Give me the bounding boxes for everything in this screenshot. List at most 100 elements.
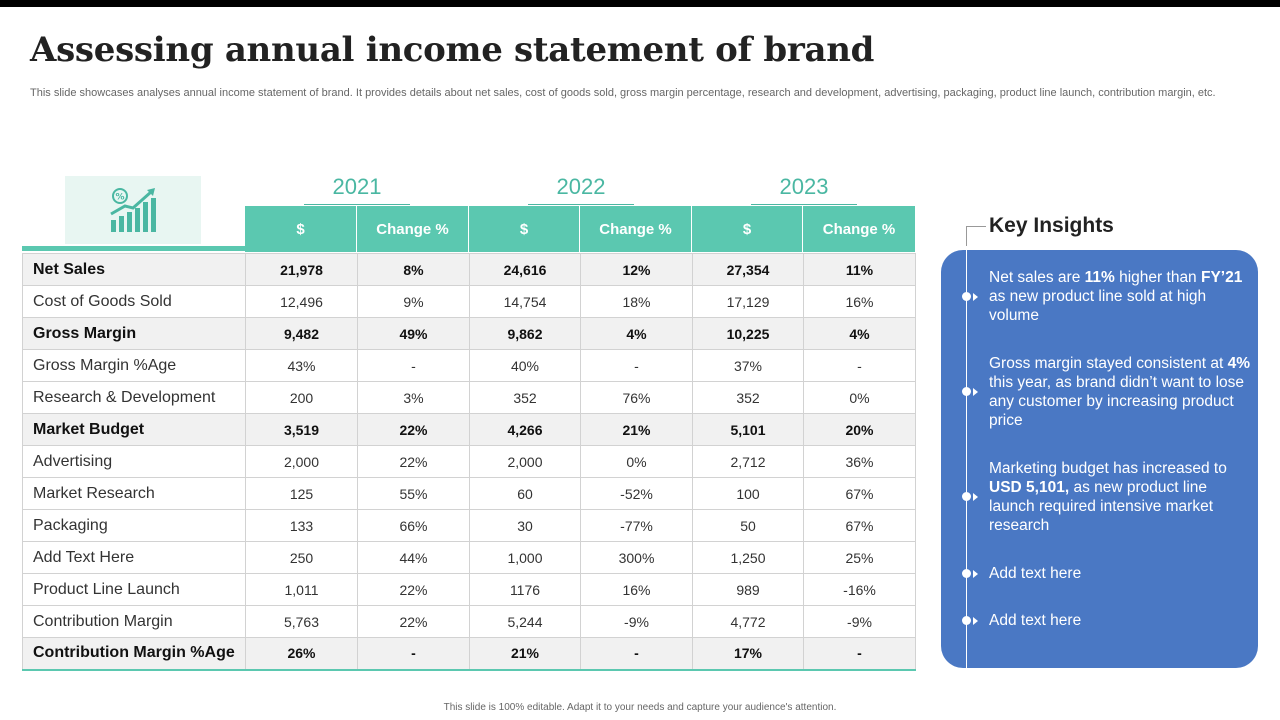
table-label-accent xyxy=(22,246,245,251)
table-cell: 1,011 xyxy=(245,573,358,606)
col-header-dollar-2021: $ xyxy=(245,206,357,252)
table-cell: 9,482 xyxy=(245,317,358,350)
key-insight-item: Net sales are 11% higher than FY’21 as n… xyxy=(989,268,1251,325)
insight-text: Add text here xyxy=(989,612,1082,629)
table-cell: 22% xyxy=(357,605,470,638)
table-cell: 76% xyxy=(580,381,693,414)
row-label: Net Sales xyxy=(22,253,246,286)
table-cell: 4,772 xyxy=(692,605,804,638)
table-row: Market Budget 3,519 22% 4,266 21% 5,101 20% xyxy=(22,413,916,446)
table-row: Advertising 2,000 22% 2,000 0% 2,712 36% xyxy=(22,445,916,478)
insight-text: as new product line launch required inte… xyxy=(989,479,1214,534)
table-cell: 5,244 xyxy=(469,605,581,638)
page-subtitle: This slide showcases analyses annual inc… xyxy=(30,87,1216,99)
table-cell: 4% xyxy=(803,317,916,350)
insight-text: this year, as brand didn’t want to lose … xyxy=(989,374,1245,429)
timeline-dot-icon xyxy=(962,292,971,301)
footer-note: This slide is 100% editable. Adapt it to… xyxy=(443,702,837,713)
insight-highlight: FY’21 xyxy=(1201,269,1243,286)
table-cell: 10,225 xyxy=(692,317,804,350)
key-insights-bracket xyxy=(966,226,986,246)
table-cell: -77% xyxy=(580,509,693,542)
table-cell: - xyxy=(803,637,916,671)
table-cell: 17,129 xyxy=(692,285,804,318)
table-cell: 22% xyxy=(357,445,470,478)
timeline-dot-icon xyxy=(962,387,971,396)
table-cell: 352 xyxy=(692,381,804,414)
table-cell: 4% xyxy=(580,317,693,350)
table-row: Research & Development 200 3% 352 76% 352 0% xyxy=(22,381,916,414)
table-cell: 21% xyxy=(580,413,693,446)
table-cell: -9% xyxy=(803,605,916,638)
table-cell: 1,000 xyxy=(469,541,581,574)
row-label: Packaging xyxy=(22,509,246,542)
row-label: Add Text Here xyxy=(22,541,246,574)
table-cell: 2,000 xyxy=(245,445,358,478)
table-row: Gross Margin 9,482 49% 9,862 4% 10,225 4% xyxy=(22,317,916,350)
table-cell: 5,101 xyxy=(692,413,804,446)
table-cell: -52% xyxy=(580,477,693,510)
timeline-dot-icon xyxy=(962,616,971,625)
key-insight-item: Gross margin stayed consistent at 4% thi… xyxy=(989,354,1251,430)
table-cell: 0% xyxy=(803,381,916,414)
key-insights-panel xyxy=(941,250,1258,668)
row-label: Cost of Goods Sold xyxy=(22,285,246,318)
row-label: Product Line Launch xyxy=(22,573,246,606)
insight-text: Net sales are xyxy=(989,269,1085,286)
table-cell: 25% xyxy=(803,541,916,574)
table-cell: 67% xyxy=(803,477,916,510)
table-cell: 40% xyxy=(469,349,581,382)
table-cell: 352 xyxy=(469,381,581,414)
table-cell: 989 xyxy=(692,573,804,606)
table-cell: 14,754 xyxy=(469,285,581,318)
col-header-dollar-2022: $ xyxy=(469,206,580,252)
table-row: Contribution Margin %Age 26% -21% -17% - xyxy=(22,637,916,671)
row-label: Contribution Margin xyxy=(22,605,246,638)
timeline-dot-icon xyxy=(962,569,971,578)
timeline-arrow-icon xyxy=(973,292,978,301)
row-label: Market Research xyxy=(22,477,246,510)
table-cell: 49% xyxy=(357,317,470,350)
table-cell: 37% xyxy=(692,349,804,382)
page-title: Assessing annual income statement of bra… xyxy=(30,30,875,70)
year-2022: 2022 xyxy=(528,174,634,205)
table-cell: 2,000 xyxy=(469,445,581,478)
table-cell: 24,616 xyxy=(469,253,581,286)
timeline-arrow-icon xyxy=(973,492,978,501)
timeline-arrow-icon xyxy=(973,616,978,625)
table-cell: 250 xyxy=(245,541,358,574)
table-row: Gross Margin %Age 43% -40% -37% - xyxy=(22,349,916,382)
table-cell: 200 xyxy=(245,381,358,414)
col-header-change-2022: Change % xyxy=(580,206,692,252)
timeline-arrow-icon xyxy=(973,569,978,578)
col-header-change-2023: Change % xyxy=(803,206,915,252)
table-cell: -9% xyxy=(580,605,693,638)
table-row: Product Line Launch 1,011 22% 1176 16% 989 -16… xyxy=(22,573,916,606)
insight-highlight: 11% xyxy=(1084,269,1115,286)
table-cell: 18% xyxy=(580,285,693,318)
key-insights-title: Key Insights xyxy=(989,214,1114,237)
key-insight-item: Add text here xyxy=(989,564,1251,583)
table-cell: 17% xyxy=(692,637,804,671)
table-cell: 44% xyxy=(357,541,470,574)
row-label: Advertising xyxy=(22,445,246,478)
table-cell: - xyxy=(580,637,693,671)
table-cell: 3,519 xyxy=(245,413,358,446)
table-cell: 16% xyxy=(580,573,693,606)
table-cell: 66% xyxy=(357,509,470,542)
col-header-dollar-2023: $ xyxy=(692,206,803,252)
year-2023: 2023 xyxy=(751,174,857,205)
table-cell: -16% xyxy=(803,573,916,606)
table-cell: 125 xyxy=(245,477,358,510)
table-cell: 43% xyxy=(245,349,358,382)
insight-text: Add text here xyxy=(989,565,1082,582)
table-cell: 60 xyxy=(469,477,581,510)
insight-highlight: USD 5,101, xyxy=(989,479,1070,496)
row-label: Contribution Margin %Age xyxy=(22,637,246,671)
table-cell: - xyxy=(580,349,693,382)
table-cell: 1,250 xyxy=(692,541,804,574)
table-cell: 16% xyxy=(803,285,916,318)
table-row: Net Sales 21,978 8% 24,616 12% 27,354 11% xyxy=(22,253,916,286)
table-cell: 300% xyxy=(580,541,693,574)
table-cell: 21,978 xyxy=(245,253,358,286)
